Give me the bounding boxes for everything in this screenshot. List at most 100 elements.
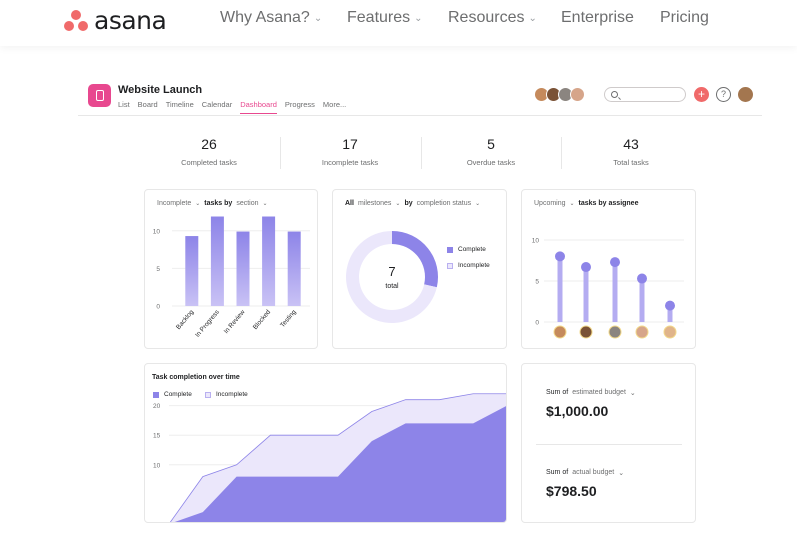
tab-board[interactable]: Board bbox=[137, 100, 158, 109]
chevron-down-icon: ⌄ bbox=[528, 12, 537, 24]
card-budget[interactable]: Sum of estimated budget ⌄ $1,000.00 Sum o… bbox=[521, 363, 696, 523]
nav-resources[interactable]: Resources ⌄ bbox=[448, 9, 537, 26]
chevron-down-icon: ⌄ bbox=[629, 390, 636, 397]
add-button[interactable]: + bbox=[694, 87, 709, 102]
assignee-lollipop-chart: 0 5 10 bbox=[532, 238, 684, 339]
assignee-avatar bbox=[553, 325, 567, 339]
lollipop-head bbox=[665, 300, 675, 311]
donut-total-label: total bbox=[385, 283, 399, 290]
member-avatars[interactable] bbox=[534, 87, 585, 102]
asana-logo[interactable]: asana bbox=[63, 5, 167, 35]
chevron-down-icon: ⌄ bbox=[195, 201, 201, 207]
tab-dashboard[interactable]: Dashboard bbox=[240, 100, 277, 114]
completion-area-chart: 10 15 20 bbox=[153, 393, 506, 522]
chevron-down-icon: ⌄ bbox=[262, 201, 268, 207]
lollipop-head bbox=[637, 273, 647, 284]
chevron-down-icon: ⌄ bbox=[569, 201, 575, 207]
project-title: Website Launch bbox=[118, 84, 203, 96]
card-milestones[interactable]: All milestones ⌄ by completion status ⌄ 7 t… bbox=[332, 189, 507, 349]
user-avatar[interactable] bbox=[738, 87, 753, 102]
legend-incomplete: Incomplete bbox=[205, 391, 248, 398]
brand-name: asana bbox=[94, 5, 167, 35]
y-tick-label: 5 bbox=[156, 266, 160, 273]
assignee-avatar bbox=[608, 325, 622, 339]
bar bbox=[210, 216, 224, 306]
legend-complete: Complete bbox=[447, 246, 486, 253]
x-tick-label: In Review bbox=[223, 309, 247, 336]
lollipop-head bbox=[610, 257, 620, 268]
legend-swatch bbox=[447, 262, 453, 269]
card-upcoming-by-assignee[interactable]: Upcoming ⌄ tasks by assignee 0 5 10 bbox=[521, 189, 696, 349]
card-tasks-by-section[interactable]: Incomplete ⌄ tasks by section ⌄ 0 5 10 Backlo… bbox=[144, 189, 318, 349]
stat-label: Total tasks bbox=[613, 158, 649, 167]
y-tick-label: 0 bbox=[156, 304, 160, 311]
x-tick-label: Testing bbox=[279, 309, 298, 330]
card-header[interactable]: Upcoming ⌄ tasks by assignee bbox=[534, 200, 639, 207]
stat-value: 43 bbox=[623, 136, 639, 152]
stat-value: 17 bbox=[342, 136, 358, 152]
tab-progress[interactable]: Progress bbox=[284, 100, 315, 109]
stat-divider bbox=[561, 137, 562, 169]
card-header[interactable]: Incomplete ⌄ tasks by section ⌄ bbox=[157, 200, 268, 207]
asana-logo-icon bbox=[63, 8, 89, 32]
tab-list[interactable]: List bbox=[118, 100, 130, 109]
x-tick-label: Backlog bbox=[175, 308, 195, 331]
tab-more[interactable]: More... bbox=[322, 100, 347, 109]
project-tabs: List Board Timeline Calendar Dashboard P… bbox=[118, 100, 346, 114]
stat-overdue: 5 Overdue tasks bbox=[426, 136, 556, 167]
lollipop-stem bbox=[639, 278, 645, 322]
tab-timeline[interactable]: Timeline bbox=[165, 100, 194, 109]
donut-slice-complete bbox=[392, 231, 439, 288]
nav-why-asana[interactable]: Why Asana? ⌄ bbox=[220, 9, 323, 26]
x-tick-label: In Progress bbox=[194, 308, 221, 339]
budget-label-actual[interactable]: Sum of actual budget ⌄ bbox=[546, 469, 625, 477]
nav-features[interactable]: Features ⌄ bbox=[347, 9, 423, 26]
bar bbox=[185, 236, 199, 306]
avatar bbox=[570, 87, 585, 102]
lollipop-head bbox=[555, 251, 565, 262]
nav-enterprise[interactable]: Enterprise bbox=[561, 9, 634, 26]
y-tick-label: 20 bbox=[153, 403, 161, 410]
budget-label-estimated[interactable]: Sum of estimated budget ⌄ bbox=[546, 389, 636, 397]
card-completion-over-time[interactable]: Task completion over time Complete Incom… bbox=[144, 363, 507, 523]
search-input[interactable] bbox=[604, 87, 686, 102]
lollipop-stem bbox=[583, 267, 589, 322]
assignee-avatar bbox=[579, 325, 593, 339]
stat-divider bbox=[280, 137, 281, 169]
y-tick-label: 10 bbox=[153, 462, 161, 469]
budget-divider bbox=[536, 444, 682, 445]
chevron-down-icon: ⌄ bbox=[618, 470, 625, 477]
legend-complete: Complete bbox=[153, 391, 192, 398]
legend-swatch bbox=[447, 246, 453, 253]
top-nav: asana Why Asana? ⌄ Features ⌄ Resources ⌄ E… bbox=[0, 0, 797, 46]
stat-completed: 26 Completed tasks bbox=[144, 136, 274, 167]
assignee-avatar bbox=[663, 325, 677, 339]
legend-swatch bbox=[153, 391, 159, 398]
assignee-avatar bbox=[635, 325, 649, 339]
bar bbox=[236, 231, 250, 306]
lollipop-stem bbox=[612, 262, 618, 322]
y-tick-label: 10 bbox=[532, 238, 540, 245]
x-tick-label: Blocked bbox=[252, 308, 272, 331]
budget-value-actual: $798.50 bbox=[546, 483, 597, 499]
chevron-down-icon: ⌄ bbox=[475, 201, 481, 207]
y-tick-label: 0 bbox=[535, 320, 539, 327]
stat-value: 26 bbox=[201, 136, 217, 152]
tab-calendar[interactable]: Calendar bbox=[201, 100, 233, 109]
stat-value: 5 bbox=[487, 136, 495, 152]
stat-label: Incomplete tasks bbox=[321, 158, 379, 167]
lollipop-head bbox=[581, 262, 591, 273]
milestone-donut-chart: 7 total bbox=[346, 231, 439, 323]
nav-pricing[interactable]: Pricing bbox=[660, 9, 709, 26]
card-header[interactable]: All milestones ⌄ by completion status ⌄ bbox=[345, 200, 481, 207]
project-icon[interactable] bbox=[88, 84, 111, 107]
lollipop-stem bbox=[667, 305, 673, 322]
help-button[interactable]: ? bbox=[716, 87, 731, 102]
budget-value-estimated: $1,000.00 bbox=[546, 403, 609, 419]
legend-incomplete: Incomplete bbox=[447, 262, 490, 269]
area-complete bbox=[174, 406, 506, 522]
stat-divider bbox=[421, 137, 422, 169]
lollipop-stem bbox=[557, 256, 563, 322]
chevron-down-icon: ⌄ bbox=[414, 12, 423, 24]
